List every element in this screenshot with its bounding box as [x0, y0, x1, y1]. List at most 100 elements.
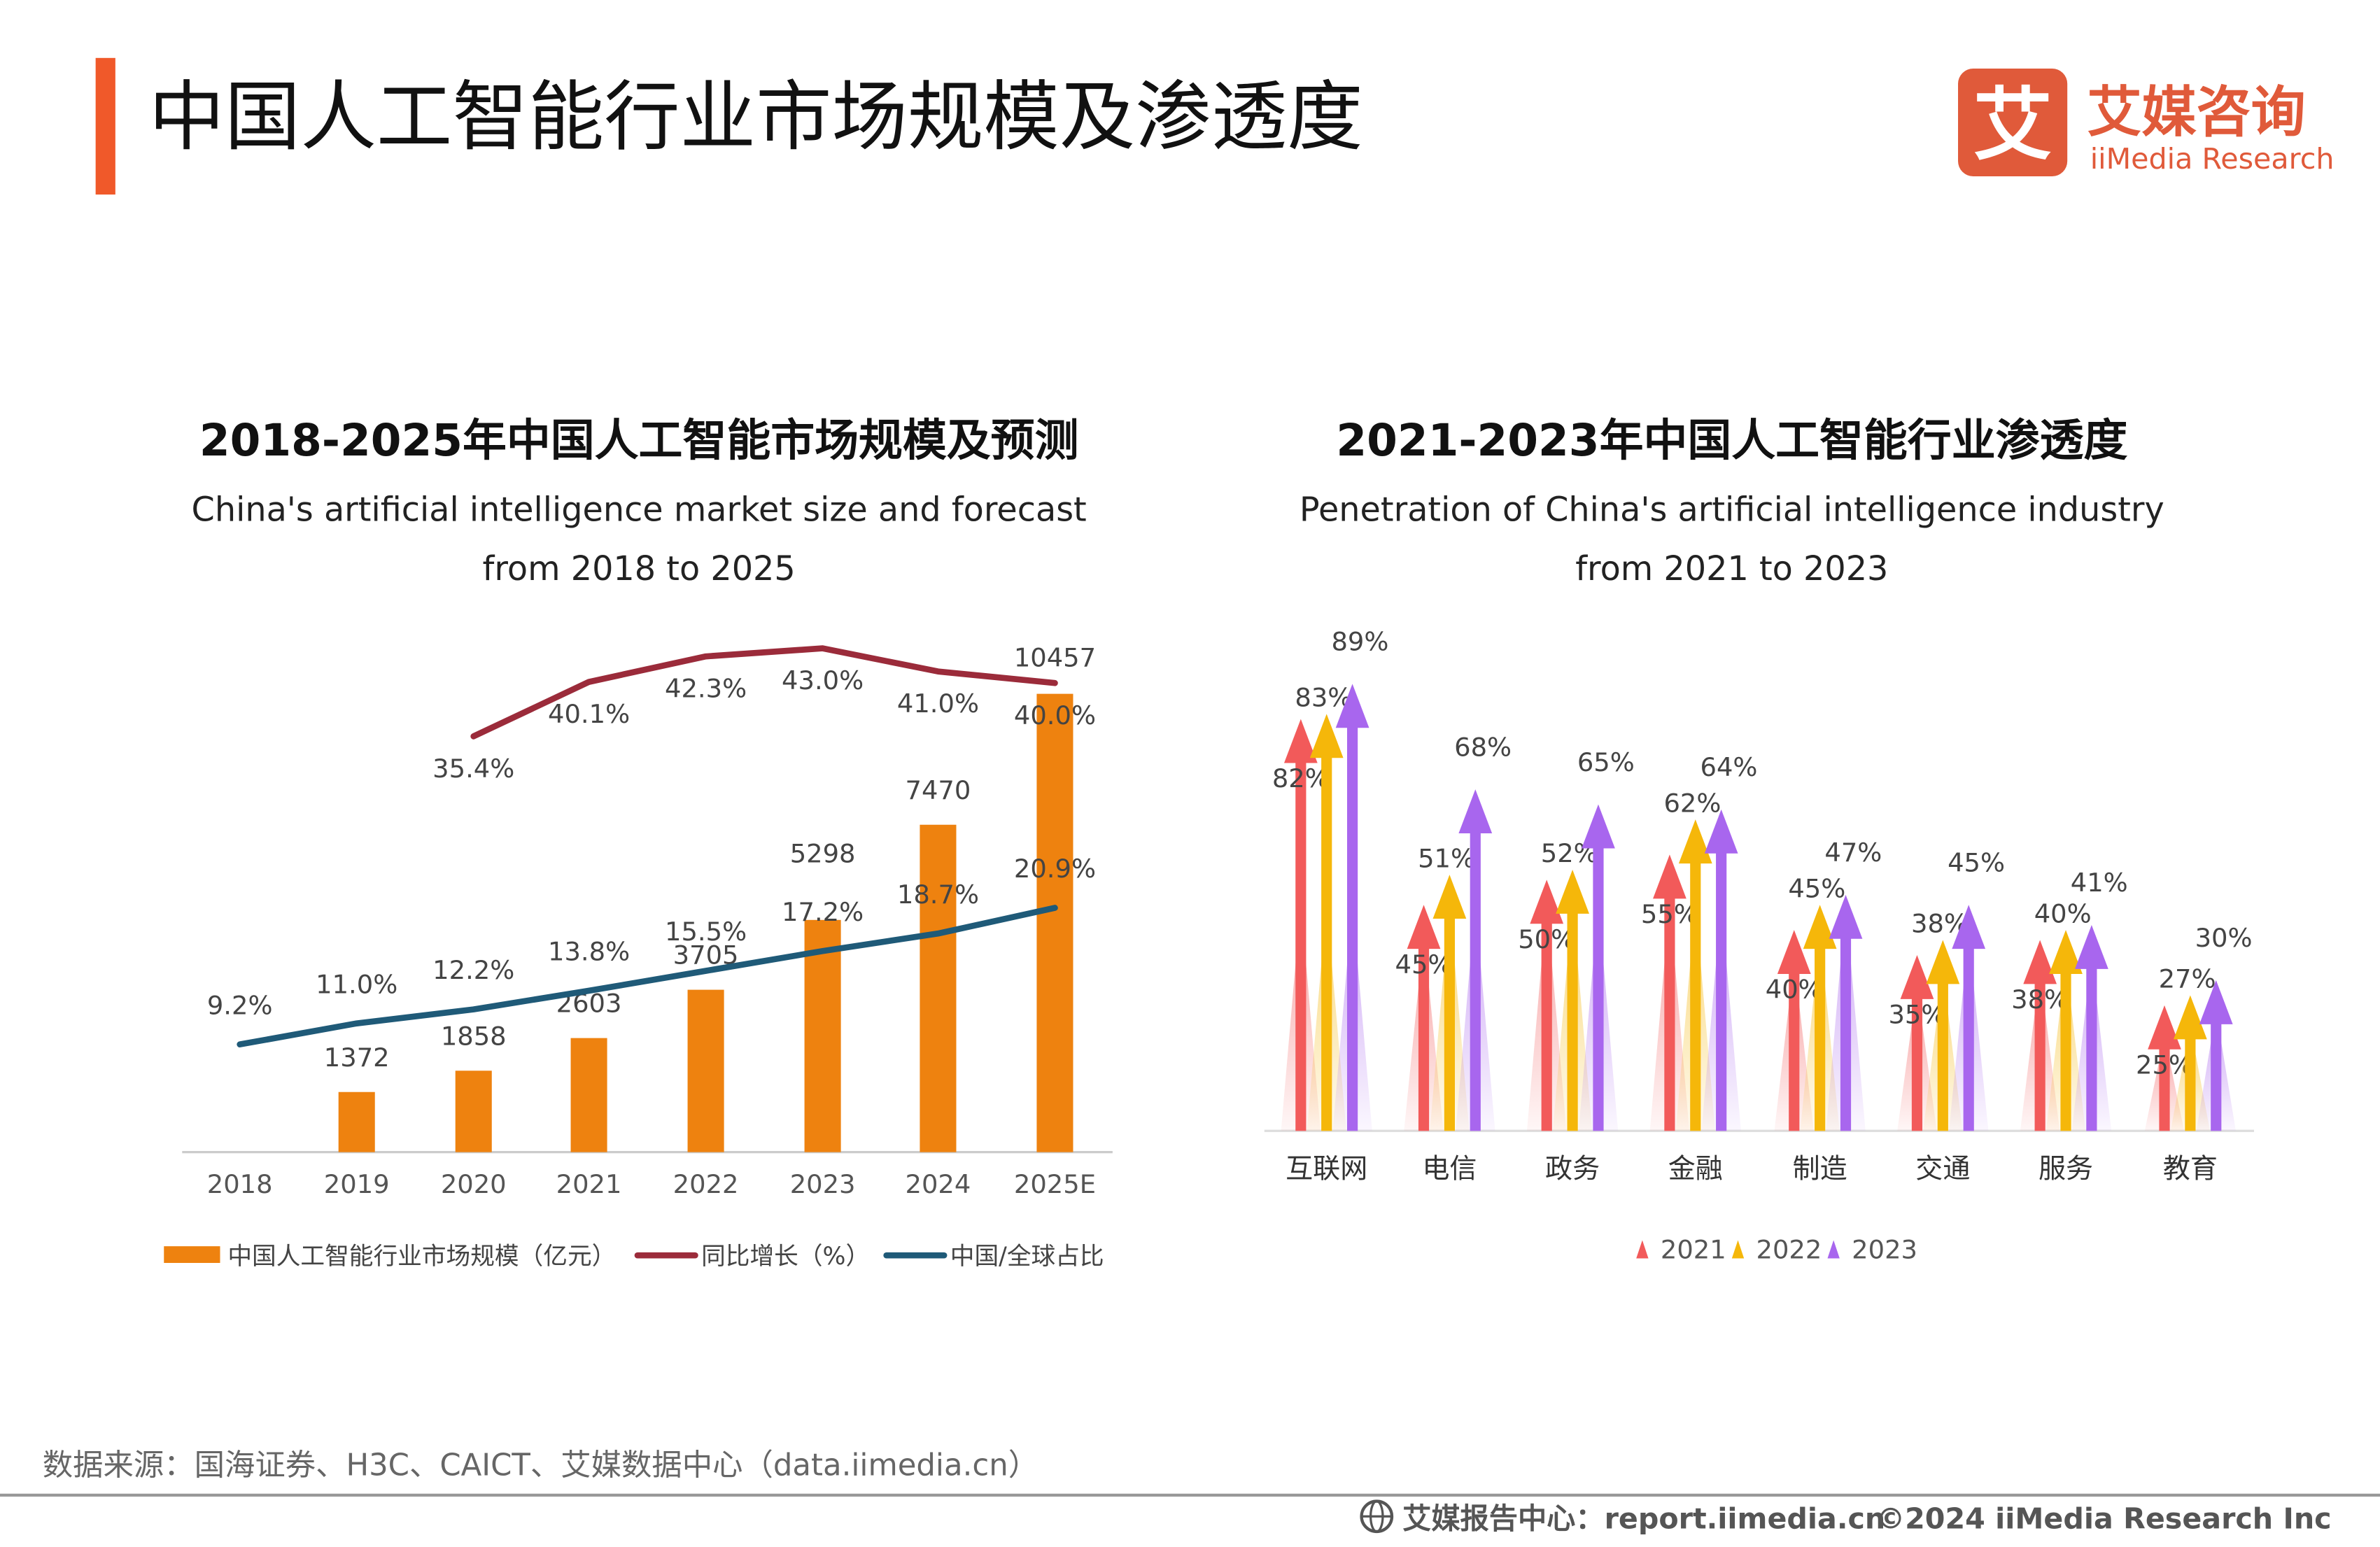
x-tick-label: 2019: [324, 1169, 390, 1199]
arrow-shaft: [1716, 847, 1727, 1131]
arrow-shaft: [1840, 933, 1852, 1131]
logo-mark-glyph: 艾: [1973, 78, 2052, 171]
right-chart-title: 2021-2023年中国人工智能行业渗透度: [1336, 415, 2127, 466]
arrow-2022: [1800, 905, 1840, 1131]
arrow-shaft: [1593, 842, 1604, 1131]
arrow-head: [2199, 980, 2233, 1024]
arrow-head: [1829, 894, 1863, 939]
bar: [1036, 693, 1073, 1152]
logo-cn: 艾媒咨询: [2087, 81, 2305, 144]
right-chart-subtitle-2: from 2021 to 2023: [1575, 550, 1888, 588]
legend-label: 2021: [1661, 1234, 1726, 1264]
growth-label: 42.3%: [665, 674, 747, 704]
arrow-head: [1900, 955, 1934, 999]
arrow-shaft: [1418, 942, 1430, 1131]
share-label: 15.5%: [665, 917, 747, 947]
share-label: 13.8%: [548, 937, 630, 967]
arrow-shaft: [1444, 912, 1455, 1131]
growth-line: [470, 645, 1058, 740]
share-label: 20.9%: [1014, 854, 1096, 884]
arrow-2021: [1281, 719, 1321, 1131]
bar-value-label: 1858: [441, 1021, 507, 1051]
arrow-head: [1432, 875, 1467, 919]
value-label: 47%: [1824, 838, 1882, 868]
left-legend: 中国人工智能行业市场规模（亿元） 同比增长（%） 中国/全球占比: [164, 1243, 1104, 1271]
bar-value-label: 7470: [906, 775, 971, 805]
legend-arrow-icon: [1827, 1240, 1840, 1259]
value-label: 65%: [1577, 747, 1635, 777]
legend-label: 2023: [1852, 1234, 1917, 1264]
arrow-head: [1653, 854, 1687, 899]
arrow-head: [1335, 684, 1369, 728]
bar: [338, 1092, 375, 1152]
growth-label: 35.4%: [432, 754, 514, 784]
arrow-shaft: [2211, 1018, 2222, 1131]
page-title: 中国人工智能行业市场规模及渗透度: [149, 72, 1363, 161]
logo-mark: [1958, 68, 2068, 176]
arrow-2022: [1430, 875, 1470, 1131]
arrow-head: [1803, 905, 1837, 949]
data-source: 数据来源：国海证券、H3C、CAICT、艾媒数据中心（data.iimedia.…: [43, 1448, 1038, 1483]
value-label: 62%: [1663, 788, 1721, 818]
category-label: 服务: [2039, 1154, 2093, 1185]
x-tick-label: 2025E: [1014, 1169, 1096, 1199]
value-label: 27%: [2159, 964, 2216, 994]
legend-label-share: 中国/全球占比: [950, 1243, 1104, 1271]
arrow-shaft: [1470, 827, 1481, 1131]
share-line: [237, 905, 1058, 1048]
x-tick-label: 2023: [790, 1169, 856, 1199]
legend-label: 2022: [1756, 1234, 1822, 1264]
bar-value-label: 1372: [324, 1043, 390, 1073]
bar: [455, 1071, 492, 1152]
left-chart-title: 2018-2025年中国人工智能市场规模及预测: [199, 415, 1079, 466]
category-label: 教育: [2163, 1154, 2218, 1185]
share-label: 17.2%: [782, 897, 864, 927]
arrow-shaft: [1321, 751, 1332, 1131]
arrow-2022: [1307, 714, 1346, 1131]
share-label: 11.0%: [316, 969, 397, 999]
value-label: 55%: [1641, 899, 1698, 929]
arrow-2021: [2020, 940, 2060, 1131]
arrow-2021: [1404, 905, 1444, 1131]
value-label: 83%: [1295, 683, 1352, 713]
arrow-head: [1704, 809, 1738, 854]
growth-label: 41.0%: [897, 688, 979, 719]
arrow-2022: [2170, 995, 2211, 1131]
arrow-shaft: [1789, 968, 1800, 1131]
arrow-2022: [1552, 869, 1593, 1131]
arrow-head: [1777, 930, 1811, 975]
arrow-head: [2023, 940, 2057, 984]
share-label: 18.7%: [897, 880, 979, 910]
value-label: 30%: [2195, 923, 2253, 953]
arrow-shaft: [1963, 942, 1974, 1131]
bar-value-label: 5298: [790, 838, 856, 868]
legend-arrow-icon: [1731, 1240, 1745, 1259]
arrow-2021: [1774, 930, 1814, 1131]
growth-label: 43.0%: [782, 665, 864, 695]
arrow-shaft: [2086, 963, 2097, 1131]
arrow-shaft: [2034, 977, 2045, 1131]
bar: [570, 1038, 607, 1152]
bar: [920, 824, 957, 1152]
arrow-2023: [2071, 924, 2112, 1131]
arrow-2021: [2144, 1005, 2185, 1131]
report-center-link[interactable]: 艾媒报告中心：report.iimedia.cn: [1402, 1502, 1885, 1536]
arrow-head: [1283, 719, 1318, 763]
legend-label-growth: 同比增长（%）: [701, 1243, 870, 1271]
category-label: 互联网: [1286, 1154, 1367, 1185]
value-label: 35%: [1888, 1000, 1945, 1030]
arrow-2023: [1332, 684, 1372, 1131]
arrow-head: [1952, 905, 1986, 949]
arrow-shaft: [1346, 721, 1358, 1131]
arrow-2021: [1527, 880, 1567, 1131]
share-label: 12.2%: [432, 955, 514, 985]
arrow-head: [2174, 995, 2207, 1040]
value-label: 89%: [1331, 627, 1388, 657]
arrow-2023: [2196, 980, 2236, 1131]
legend-arrow-icon: [1636, 1240, 1649, 1259]
arrow-2023: [1826, 894, 1866, 1131]
x-tick-label: 2020: [441, 1169, 507, 1199]
value-label: 40%: [2034, 898, 2092, 928]
category-label: 政务: [1545, 1154, 1600, 1185]
